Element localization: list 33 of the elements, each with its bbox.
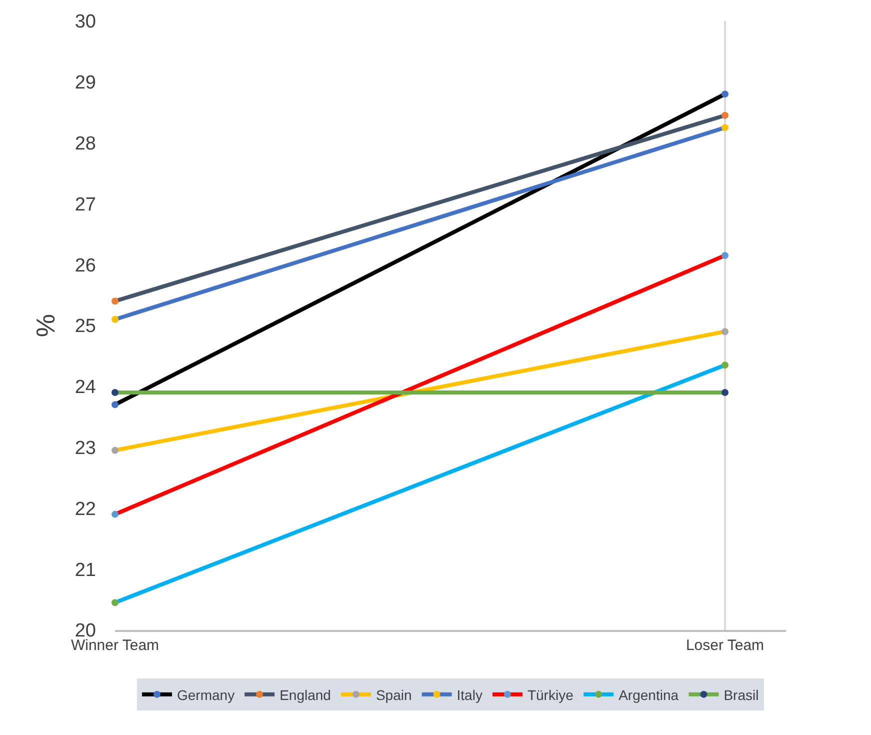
legend-label: Germany [177, 686, 235, 703]
point [722, 362, 728, 369]
point [112, 599, 118, 606]
y-tick-label: 23 [74, 438, 96, 459]
y-tick-label: 22 [74, 498, 96, 520]
y-tick-label: 25 [74, 316, 96, 338]
point [722, 252, 728, 259]
legend-label: Italy [456, 686, 482, 703]
legend-label: Brasil [724, 686, 759, 703]
point [722, 328, 728, 336]
point [722, 388, 728, 396]
y-tick-label: 27 [74, 194, 96, 216]
y-tick-label: 24 [74, 377, 96, 398]
point [722, 112, 728, 119]
point [112, 388, 118, 396]
legend-label: Türkiye [527, 686, 574, 703]
legend-label: Argentina [618, 686, 679, 703]
y-tick-label: 30 [74, 12, 96, 33]
y-tick-label: 21 [74, 560, 96, 581]
point [112, 298, 118, 305]
point [722, 90, 728, 98]
y-tick-label: 28 [74, 133, 96, 154]
x-tick-label: Loser Team [686, 636, 764, 654]
point [112, 446, 118, 454]
y-tick-label: 26 [74, 255, 96, 276]
legend-label: Spain [376, 686, 412, 703]
y-axis-title: % [30, 314, 60, 338]
y-tick-label: 29 [74, 72, 96, 94]
point [112, 401, 118, 408]
point [112, 510, 118, 518]
point [722, 124, 728, 132]
legend-label: England [280, 686, 331, 703]
point [112, 316, 118, 323]
